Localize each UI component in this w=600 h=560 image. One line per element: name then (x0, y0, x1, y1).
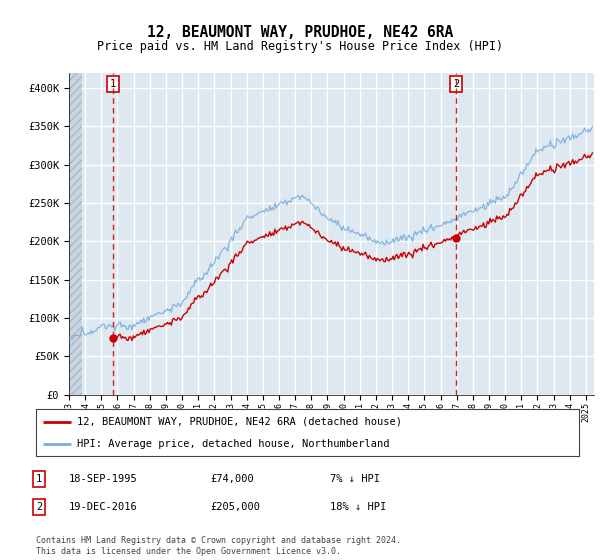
Text: 19-DEC-2016: 19-DEC-2016 (69, 502, 138, 512)
Text: 1: 1 (36, 474, 42, 484)
Text: £74,000: £74,000 (210, 474, 254, 484)
Bar (69, 73, 82, 395)
Text: 18% ↓ HPI: 18% ↓ HPI (330, 502, 386, 512)
Text: £205,000: £205,000 (210, 502, 260, 512)
Text: 1: 1 (110, 79, 116, 89)
Text: Contains HM Land Registry data © Crown copyright and database right 2024.
This d: Contains HM Land Registry data © Crown c… (36, 536, 401, 556)
Text: 12, BEAUMONT WAY, PRUDHOE, NE42 6RA: 12, BEAUMONT WAY, PRUDHOE, NE42 6RA (147, 25, 453, 40)
Text: 7% ↓ HPI: 7% ↓ HPI (330, 474, 380, 484)
Text: 2: 2 (453, 79, 460, 89)
Text: 18-SEP-1995: 18-SEP-1995 (69, 474, 138, 484)
Text: Price paid vs. HM Land Registry's House Price Index (HPI): Price paid vs. HM Land Registry's House … (97, 40, 503, 53)
Text: HPI: Average price, detached house, Northumberland: HPI: Average price, detached house, Nort… (77, 438, 389, 449)
Text: 12, BEAUMONT WAY, PRUDHOE, NE42 6RA (detached house): 12, BEAUMONT WAY, PRUDHOE, NE42 6RA (det… (77, 417, 402, 427)
Text: 2: 2 (36, 502, 42, 512)
